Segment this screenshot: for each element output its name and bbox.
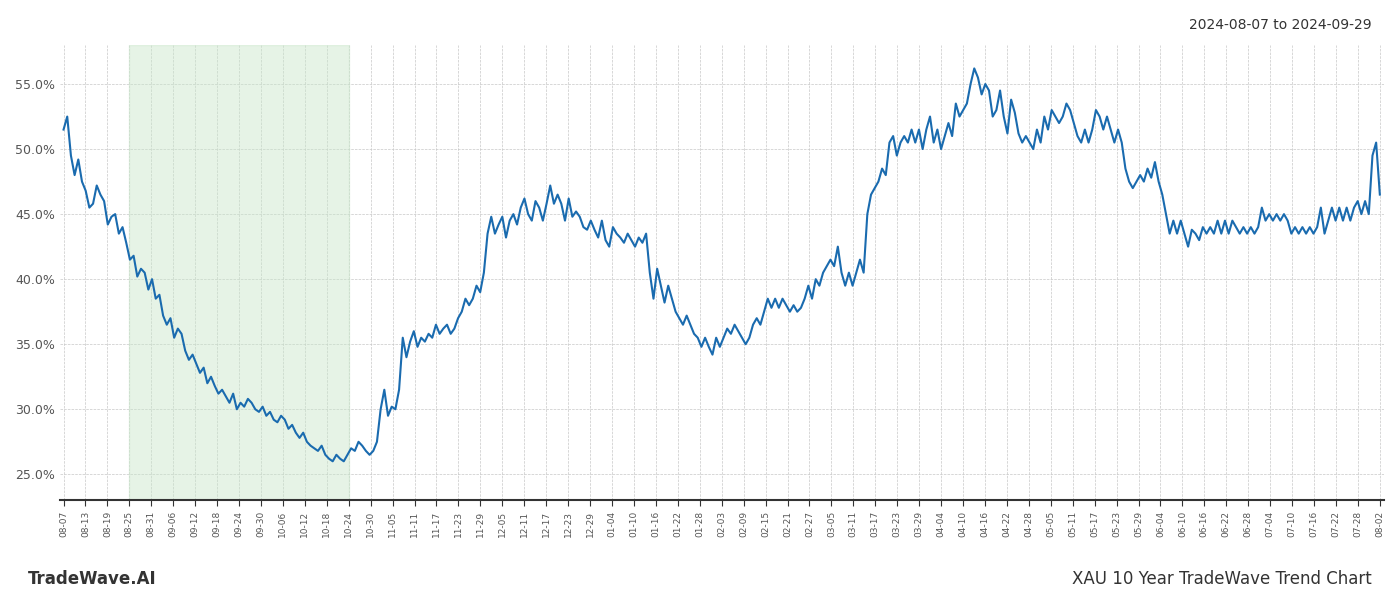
Text: XAU 10 Year TradeWave Trend Chart: XAU 10 Year TradeWave Trend Chart (1072, 570, 1372, 588)
Text: TradeWave.AI: TradeWave.AI (28, 570, 157, 588)
Text: 2024-08-07 to 2024-09-29: 2024-08-07 to 2024-09-29 (1190, 18, 1372, 32)
Bar (129, 45, 349, 500)
